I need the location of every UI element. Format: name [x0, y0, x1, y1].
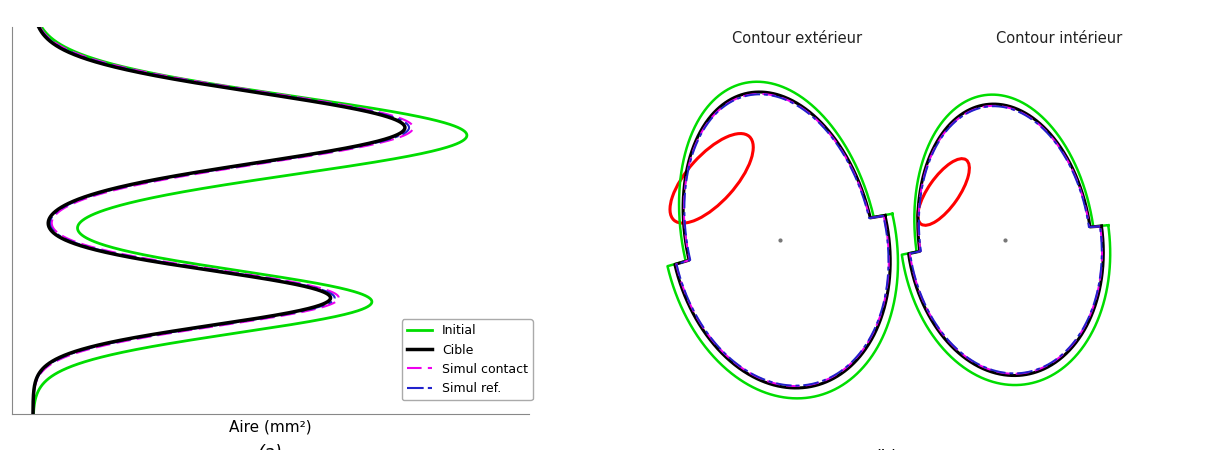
Legend: Initial, Cible, Simul contact, Simul ref.: Initial, Cible, Simul contact, Simul ref…	[402, 319, 533, 400]
Text: Contour intérieur: Contour intérieur	[996, 31, 1123, 46]
X-axis label: Aire (mm²): Aire (mm²)	[229, 419, 312, 435]
Text: (b): (b)	[873, 449, 898, 450]
Text: Contour extérieur: Contour extérieur	[732, 31, 862, 46]
Text: (a): (a)	[258, 444, 283, 450]
